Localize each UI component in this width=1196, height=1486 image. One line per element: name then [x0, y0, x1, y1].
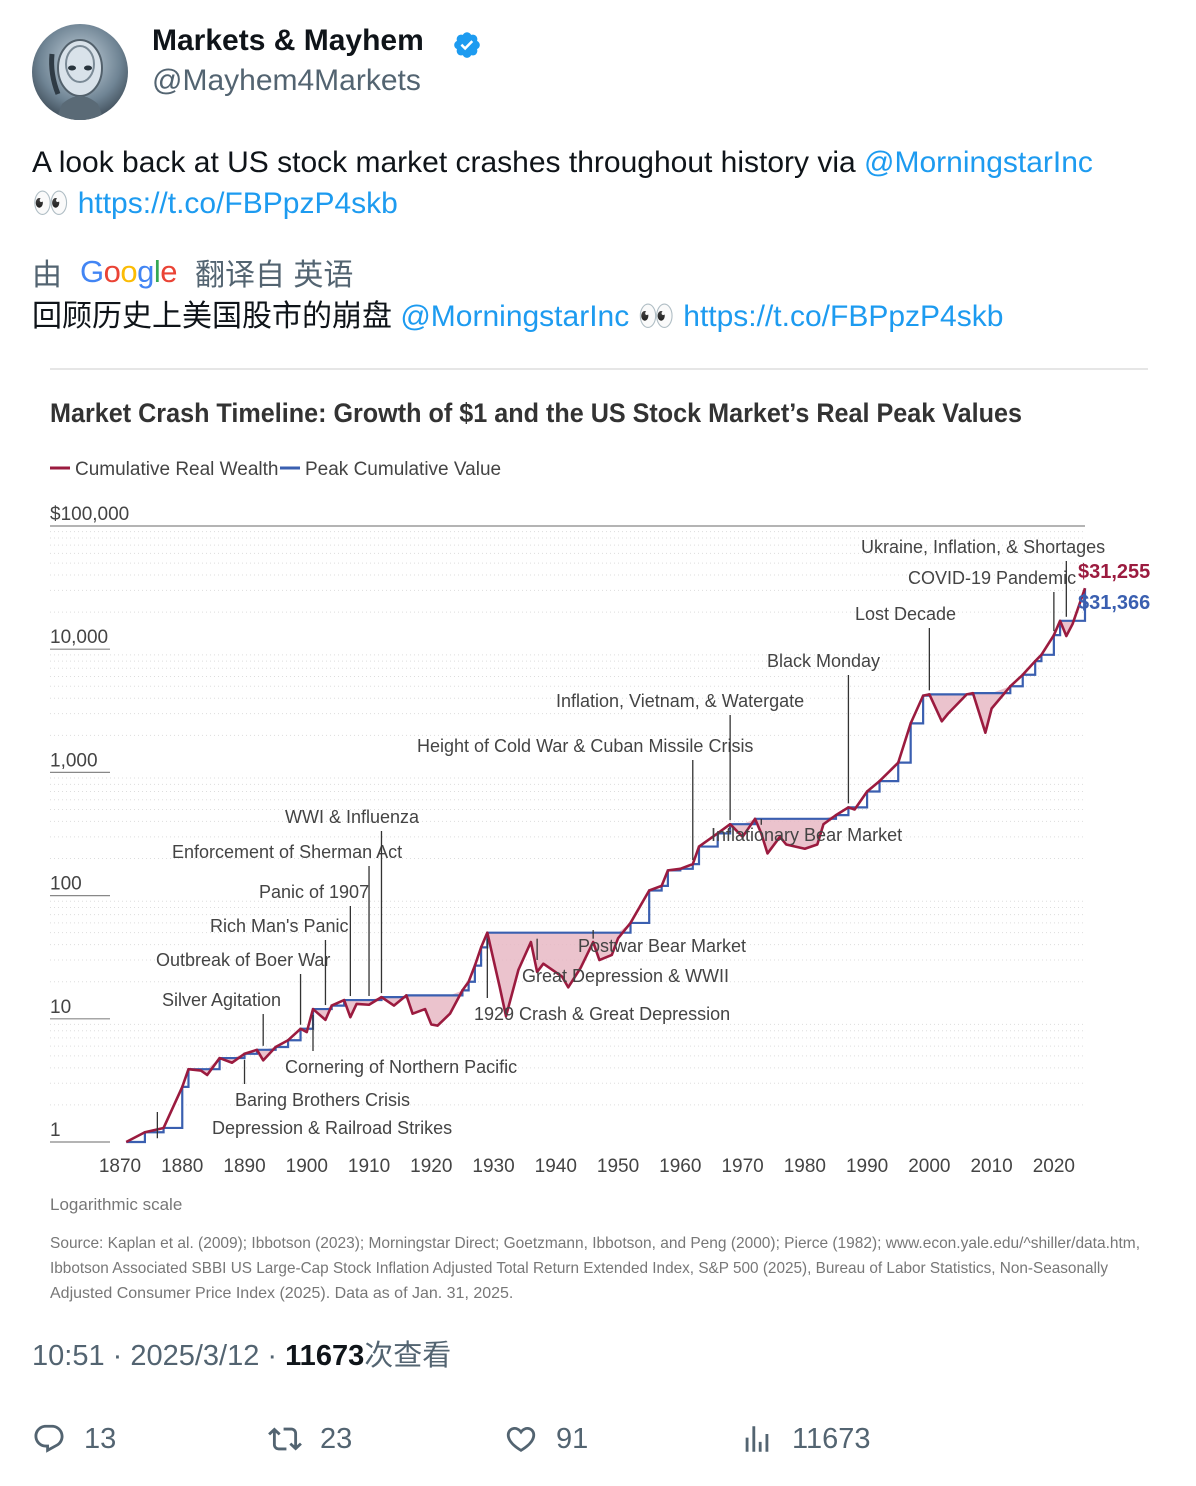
like-count: 91 — [556, 1422, 589, 1455]
x-tick-label: 1980 — [784, 1156, 826, 1177]
source-line-3: Adjusted Consumer Price Index (2025). Da… — [50, 1285, 513, 1302]
end-label-peak: $31,366 — [1078, 592, 1150, 614]
reply-count: 13 — [84, 1422, 117, 1455]
author-name[interactable]: Markets & Mayhem — [152, 24, 424, 57]
annotation-label: Baring Brothers Crisis — [235, 1090, 410, 1110]
annotation-label: Depression & Railroad Strikes — [212, 1118, 452, 1138]
x-tick-label: 1960 — [659, 1156, 701, 1177]
views-button[interactable]: 11673 — [740, 1414, 871, 1464]
tweet-meta: 10:51 · 2025/3/12 · 11673次查看 — [32, 1340, 452, 1372]
y-tick-label: 10 — [50, 997, 71, 1018]
x-tick-label: 1870 — [99, 1156, 141, 1177]
legend-wealth: Cumulative Real Wealth — [75, 459, 278, 480]
action-bar: 13 23 91 11673 — [32, 1414, 1164, 1464]
robot-avatar-icon — [32, 24, 128, 120]
analytics-icon — [745, 1426, 769, 1452]
translation-prefix: 由 — [32, 259, 62, 292]
annotation-label: Ukraine, Inflation, & Shortages — [861, 537, 1105, 557]
translated-url-link[interactable]: https://t.co/FBPpzP4skb — [683, 300, 1004, 333]
scale-note: Logarithmic scale — [50, 1195, 182, 1214]
drawdown-area — [126, 588, 1085, 1142]
translation-suffix: 翻译自 英语 — [195, 259, 354, 292]
annotation-label: Lost Decade — [855, 604, 956, 624]
annotation-label: Cornering of Northern Pacific — [285, 1057, 517, 1077]
x-tick-label: 1950 — [597, 1156, 639, 1177]
annotation-label: Silver Agitation — [162, 990, 281, 1010]
annotation-label: Black Monday — [767, 651, 880, 671]
retweet-icon — [268, 1427, 302, 1451]
tweet-time[interactable]: 10:51 — [32, 1340, 105, 1372]
annotation-label: Inflation, Vietnam, & Watergate — [556, 691, 804, 711]
annotation-label: Height of Cold War & Cuban Missile Crisi… — [417, 736, 753, 756]
annotation-label: Postwar Bear Market — [578, 936, 746, 956]
chart-title: Market Crash Timeline: Growth of $1 and … — [50, 398, 1022, 428]
source-line-1: Source: Kaplan et al. (2009); Ibbotson (… — [50, 1235, 1140, 1252]
source-line-2: Ibbotson Associated SBBI US Large-Cap St… — [50, 1260, 1108, 1277]
x-tick-label: 1880 — [161, 1156, 203, 1177]
mention-link[interactable]: @MorningstarInc — [864, 146, 1093, 179]
annotation-label: Enforcement of Sherman Act — [172, 842, 402, 862]
avatar[interactable] — [32, 24, 128, 120]
translated-text: 回顾历史上美国股市的崩盘 @MorningstarInc 👀 https://t… — [32, 296, 1182, 337]
annotation-label: Outbreak of Boer War — [156, 950, 330, 970]
legend-peak: Peak Cumulative Value — [305, 459, 501, 480]
x-tick-label: 1920 — [410, 1156, 452, 1177]
y-tick-label: 10,000 — [50, 627, 108, 648]
x-tick-label: 2010 — [970, 1156, 1012, 1177]
view-count: 11673 — [285, 1340, 365, 1372]
reply-icon — [34, 1424, 64, 1453]
views-count: 11673 — [792, 1422, 871, 1455]
eyes-emoji: 👀 — [32, 187, 70, 220]
translation-attribution: 由 Google 翻译自 英语 — [32, 250, 353, 294]
annotation-label: WWI & Influenza — [285, 807, 420, 827]
annotation-label: Great Depression & WWII — [522, 966, 729, 986]
translated-eyes-emoji: 👀 — [637, 300, 675, 333]
annotation-label: COVID-19 Pandemic — [908, 568, 1076, 588]
peak-value-line — [126, 588, 1087, 1144]
author-handle[interactable]: @Mayhem4Markets — [152, 64, 421, 97]
crash-timeline-chart: Market Crash Timeline: Growth of $1 and … — [50, 368, 1150, 1302]
x-tick-label: 1970 — [721, 1156, 763, 1177]
x-tick-label: 2020 — [1033, 1156, 1075, 1177]
annotation-label: 1929 Crash & Great Depression — [474, 1004, 730, 1024]
x-tick-label: 1940 — [535, 1156, 577, 1177]
chart-image[interactable]: Market Crash Timeline: Growth of $1 and … — [32, 350, 1164, 1310]
annotation-label: Rich Man's Panic — [210, 916, 349, 936]
google-logo: Google — [80, 254, 178, 289]
annotation-label: Panic of 1907 — [259, 882, 369, 902]
tweet-url-link[interactable]: https://t.co/FBPpzP4skb — [77, 187, 398, 220]
x-tick-label: 1990 — [846, 1156, 888, 1177]
tweet-body: A look back at US stock market crashes t… — [32, 146, 865, 179]
x-tick-label: 1890 — [223, 1156, 265, 1177]
x-tick-label: 1900 — [286, 1156, 328, 1177]
verified-badge-icon — [454, 32, 480, 58]
translated-mention-link[interactable]: @MorningstarInc — [400, 300, 630, 333]
real-wealth-line — [125, 587, 1087, 1144]
heart-icon — [506, 1426, 536, 1452]
view-suffix: 次查看 — [364, 1340, 452, 1372]
y-tick-label: 100 — [50, 874, 82, 895]
retweet-count: 23 — [320, 1422, 353, 1455]
x-tick-label: 1930 — [472, 1156, 514, 1177]
y-tick-label: 1,000 — [50, 750, 98, 771]
x-tick-label: 1910 — [348, 1156, 390, 1177]
end-label-wealth: $31,255 — [1078, 561, 1150, 583]
retweet-button[interactable]: 23 — [268, 1414, 352, 1464]
annotation-label: Inflationary Bear Market — [711, 825, 902, 845]
chart-legend: Cumulative Real Wealth Peak Cumulative V… — [50, 459, 501, 480]
tweet-date[interactable]: 2025/3/12 — [130, 1340, 260, 1372]
x-tick-label: 2000 — [908, 1156, 950, 1177]
translated-body: 回顾历史上美国股市的崩盘 — [32, 300, 401, 333]
y-tick-label: $100,000 — [50, 504, 129, 525]
y-tick-label: 1 — [50, 1120, 61, 1141]
like-button[interactable]: 91 — [504, 1414, 588, 1464]
reply-button[interactable]: 13 — [32, 1414, 116, 1464]
tweet-text: A look back at US stock market crashes t… — [32, 142, 1182, 224]
